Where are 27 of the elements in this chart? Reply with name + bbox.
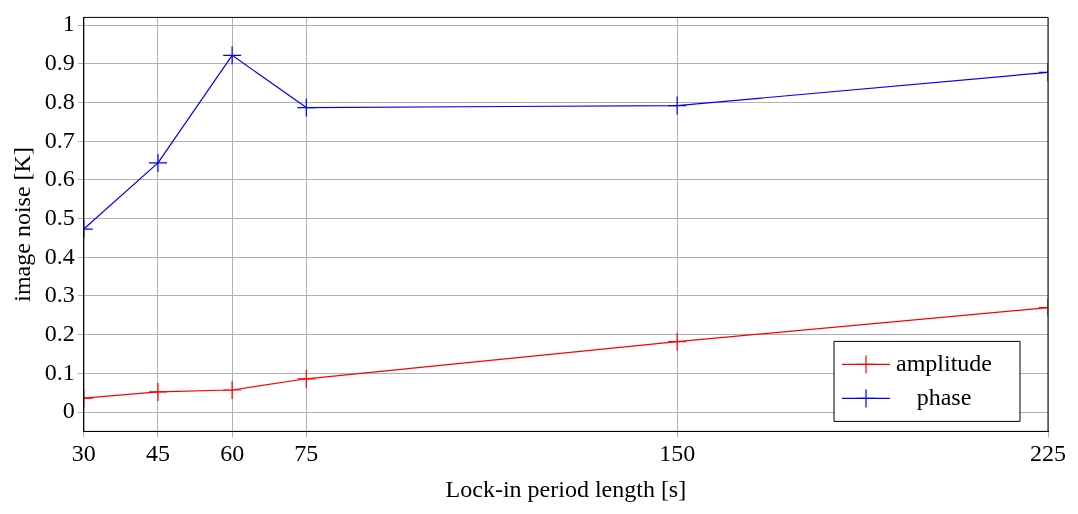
y-tick-label: 0 [62, 397, 75, 424]
y-tick-label: 0.1 [44, 358, 75, 385]
y-tick-label: 0.3 [44, 281, 75, 308]
y-tick-label: 0.7 [44, 126, 75, 153]
legend-label: phase [916, 383, 972, 410]
y-tick-label: 1 [62, 10, 75, 37]
point [222, 45, 242, 65]
point [222, 380, 242, 400]
x-tick-label: 225 [1030, 440, 1066, 467]
y-tick-label: 0.5 [44, 203, 75, 230]
y-tick-label: 0.9 [44, 49, 75, 76]
x-tick-label: 60 [220, 440, 245, 467]
point [148, 153, 168, 173]
y-tick-label: 0.2 [44, 319, 75, 346]
x-tick-label: 150 [659, 440, 696, 467]
legend-label: amplitude [896, 349, 992, 376]
point [296, 97, 316, 118]
y-tick-label: 0.8 [44, 87, 75, 114]
y-tick-label: 0.6 [44, 165, 75, 192]
x-tick-label: 30 [71, 440, 96, 467]
x-tick-label: 45 [145, 440, 170, 467]
y-tick-label: 0.4 [44, 242, 75, 269]
point [296, 369, 316, 389]
x-tick-label: 75 [294, 440, 319, 467]
x-axis-title: Lock-in period length [s] [445, 475, 687, 502]
y-axis-title: image noise [K] [8, 147, 35, 302]
point [148, 382, 168, 402]
